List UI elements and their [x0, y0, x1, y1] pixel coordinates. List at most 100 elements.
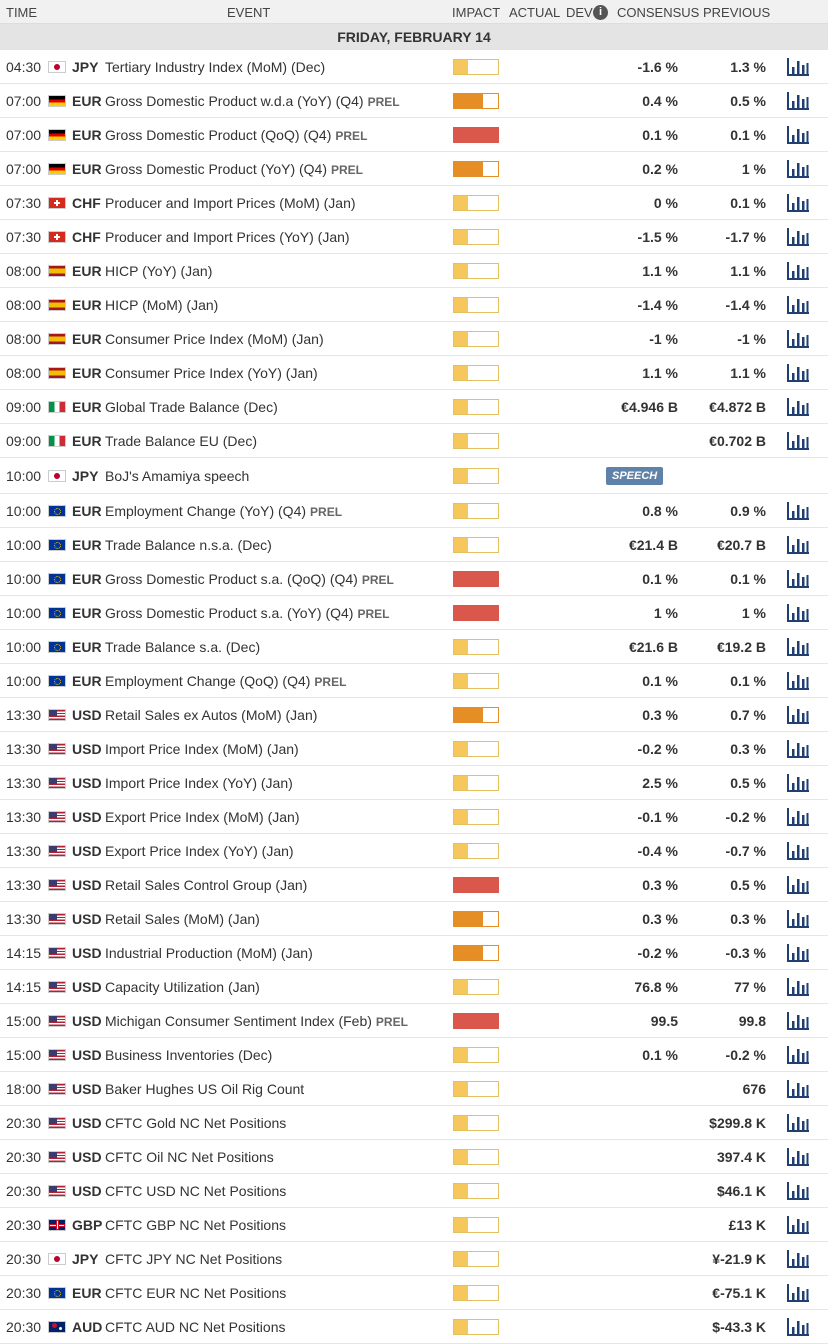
bar-chart-icon[interactable]	[786, 671, 810, 691]
event-row[interactable]: 07:00 EUR Gross Domestic Product (YoY) (Q4…	[0, 152, 828, 186]
event-name[interactable]: Import Price Index (MoM) (Jan)	[105, 741, 299, 757]
bar-chart-icon[interactable]	[786, 977, 810, 997]
event-title[interactable]: CFTC AUD NC Net Positions	[105, 1318, 286, 1335]
event-name[interactable]: Trade Balance EU (Dec)	[105, 433, 257, 449]
event-name[interactable]: Gross Domestic Product (QoQ) (Q4) PREL	[105, 127, 367, 143]
event-row[interactable]: 13:30 USD Export Price Index (YoY) (Jan) -0…	[0, 834, 828, 868]
event-row[interactable]: 09:00 EUR Global Trade Balance (Dec) €4.946…	[0, 390, 828, 424]
bar-chart-icon[interactable]	[786, 1045, 810, 1065]
event-title[interactable]: Import Price Index (MoM) (Jan)	[105, 740, 299, 757]
event-name[interactable]: CFTC Oil NC Net Positions	[105, 1149, 274, 1165]
event-title[interactable]: Global Trade Balance (Dec)	[105, 398, 278, 415]
event-row[interactable]: 08:00 EUR Consumer Price Index (YoY) (Jan)…	[0, 356, 828, 390]
event-title[interactable]: Export Price Index (MoM) (Jan)	[105, 808, 300, 825]
event-name[interactable]: Consumer Price Index (MoM) (Jan)	[105, 331, 324, 347]
bar-chart-icon[interactable]	[786, 1283, 810, 1303]
event-row[interactable]: 07:00 EUR Gross Domestic Product (QoQ) (Q4…	[0, 118, 828, 152]
event-title[interactable]: HICP (MoM) (Jan)	[105, 296, 219, 313]
event-title[interactable]: Tertiary Industry Index (MoM) (Dec)	[105, 58, 326, 75]
event-title[interactable]: Consumer Price Index (YoY) (Jan)	[105, 364, 318, 381]
event-title[interactable]: Retail Sales Control Group (Jan)	[105, 876, 308, 893]
bar-chart-icon[interactable]	[786, 603, 810, 623]
event-row[interactable]: 10:00 EUR Trade Balance s.a. (Dec) €21.6 B €…	[0, 630, 828, 664]
event-name[interactable]: Michigan Consumer Sentiment Index (Feb) P…	[105, 1013, 408, 1029]
bar-chart-icon[interactable]	[786, 1079, 810, 1099]
event-row[interactable]: 10:00 JPY BoJ's Amamiya speech SPEECH	[0, 458, 828, 494]
event-title[interactable]: Trade Balance n.s.a. (Dec)	[105, 536, 272, 553]
event-title[interactable]: Trade Balance s.a. (Dec)	[105, 638, 261, 655]
event-name[interactable]: Business Inventories (Dec)	[105, 1047, 272, 1063]
event-row[interactable]: 07:00 EUR Gross Domestic Product w.d.a (Yo…	[0, 84, 828, 118]
event-name[interactable]: Import Price Index (YoY) (Jan)	[105, 775, 293, 791]
bar-chart-icon[interactable]	[786, 261, 810, 281]
event-title[interactable]: Retail Sales (MoM) (Jan)	[105, 910, 260, 927]
event-name[interactable]: Baker Hughes US Oil Rig Count	[105, 1081, 304, 1097]
event-name[interactable]: Gross Domestic Product (YoY) (Q4) PREL	[105, 161, 363, 177]
event-name[interactable]: Export Price Index (MoM) (Jan)	[105, 809, 300, 825]
event-title[interactable]: Producer and Import Prices (YoY) (Jan)	[105, 228, 350, 245]
event-row[interactable]: 15:00 USD Business Inventories (Dec) 0.1 % -…	[0, 1038, 828, 1072]
event-title[interactable]: Trade Balance EU (Dec)	[105, 432, 257, 449]
event-name[interactable]: CFTC EUR NC Net Positions	[105, 1285, 286, 1301]
info-icon[interactable]: i	[593, 5, 608, 20]
event-name[interactable]: CFTC AUD NC Net Positions	[105, 1319, 285, 1335]
bar-chart-icon[interactable]	[786, 1147, 810, 1167]
event-title[interactable]: Gross Domestic Product s.a. (YoY) (Q4)	[105, 604, 354, 621]
bar-chart-icon[interactable]	[786, 57, 810, 77]
event-name[interactable]: BoJ's Amamiya speech	[105, 468, 249, 484]
bar-chart-icon[interactable]	[786, 943, 810, 963]
event-title[interactable]: Export Price Index (YoY) (Jan)	[105, 842, 294, 859]
bar-chart-icon[interactable]	[786, 397, 810, 417]
event-row[interactable]: 10:00 EUR Employment Change (YoY) (Q4) PREL…	[0, 494, 828, 528]
bar-chart-icon[interactable]	[786, 773, 810, 793]
event-row[interactable]: 20:30 EUR CFTC EUR NC Net Positions €-75.1 …	[0, 1276, 828, 1310]
event-name[interactable]: Trade Balance s.a. (Dec)	[105, 639, 260, 655]
bar-chart-icon[interactable]	[786, 295, 810, 315]
event-row[interactable]: 08:00 EUR Consumer Price Index (MoM) (Jan)…	[0, 322, 828, 356]
bar-chart-icon[interactable]	[786, 535, 810, 555]
event-row[interactable]: 20:30 GBP CFTC GBP NC Net Positions £13 K	[0, 1208, 828, 1242]
bar-chart-icon[interactable]	[786, 807, 810, 827]
event-name[interactable]: Capacity Utilization (Jan)	[105, 979, 260, 995]
event-name[interactable]: HICP (MoM) (Jan)	[105, 297, 218, 313]
event-name[interactable]: Global Trade Balance (Dec)	[105, 399, 278, 415]
event-name[interactable]: Retail Sales (MoM) (Jan)	[105, 911, 260, 927]
event-title[interactable]: Gross Domestic Product (QoQ) (Q4)	[105, 126, 332, 143]
event-title[interactable]: Employment Change (YoY) (Q4)	[105, 502, 307, 519]
event-row[interactable]: 10:00 EUR Gross Domestic Product s.a. (YoY…	[0, 596, 828, 630]
event-name[interactable]: Producer and Import Prices (MoM) (Jan)	[105, 195, 356, 211]
bar-chart-icon[interactable]	[786, 125, 810, 145]
event-name[interactable]: CFTC GBP NC Net Positions	[105, 1217, 286, 1233]
bar-chart-icon[interactable]	[786, 1181, 810, 1201]
event-row[interactable]: 09:00 EUR Trade Balance EU (Dec) €0.702 B	[0, 424, 828, 458]
event-row[interactable]: 20:30 AUD CFTC AUD NC Net Positions $-43.3 …	[0, 1310, 828, 1344]
bar-chart-icon[interactable]	[786, 431, 810, 451]
bar-chart-icon[interactable]	[786, 705, 810, 725]
bar-chart-icon[interactable]	[786, 363, 810, 383]
bar-chart-icon[interactable]	[786, 841, 810, 861]
speech-badge[interactable]: SPEECH	[606, 466, 664, 485]
event-row[interactable]: 13:30 USD Import Price Index (YoY) (Jan) 2.…	[0, 766, 828, 800]
event-row[interactable]: 18:00 USD Baker Hughes US Oil Rig Count 676	[0, 1072, 828, 1106]
event-title[interactable]: Employment Change (QoQ) (Q4)	[105, 672, 311, 689]
event-title[interactable]: Consumer Price Index (MoM) (Jan)	[105, 330, 324, 347]
event-name[interactable]: Trade Balance n.s.a. (Dec)	[105, 537, 272, 553]
event-row[interactable]: 07:30 CHF Producer and Import Prices (MoM)…	[0, 186, 828, 220]
event-name[interactable]: Consumer Price Index (YoY) (Jan)	[105, 365, 318, 381]
event-row[interactable]: 14:15 USD Capacity Utilization (Jan) 76.8 %…	[0, 970, 828, 1004]
event-name[interactable]: CFTC JPY NC Net Positions	[105, 1251, 282, 1267]
event-title[interactable]: Baker Hughes US Oil Rig Count	[105, 1080, 305, 1097]
event-row[interactable]: 20:30 JPY CFTC JPY NC Net Positions ¥-21.9 …	[0, 1242, 828, 1276]
event-title[interactable]: Producer and Import Prices (MoM) (Jan)	[105, 194, 356, 211]
event-row[interactable]: 08:00 EUR HICP (MoM) (Jan) -1.4 % -1.4 %	[0, 288, 828, 322]
event-row[interactable]: 13:30 USD Retail Sales (MoM) (Jan) 0.3 % 0.3…	[0, 902, 828, 936]
bar-chart-icon[interactable]	[786, 1249, 810, 1269]
bar-chart-icon[interactable]	[786, 193, 810, 213]
event-name[interactable]: Gross Domestic Product s.a. (YoY) (Q4) PR…	[105, 605, 389, 621]
event-title[interactable]: Michigan Consumer Sentiment Index (Feb)	[105, 1012, 372, 1029]
event-row[interactable]: 10:00 EUR Trade Balance n.s.a. (Dec) €21.4 …	[0, 528, 828, 562]
bar-chart-icon[interactable]	[786, 875, 810, 895]
event-row[interactable]: 10:00 EUR Gross Domestic Product s.a. (QoQ…	[0, 562, 828, 596]
event-title[interactable]: Industrial Production (MoM) (Jan)	[105, 944, 313, 961]
bar-chart-icon[interactable]	[786, 91, 810, 111]
